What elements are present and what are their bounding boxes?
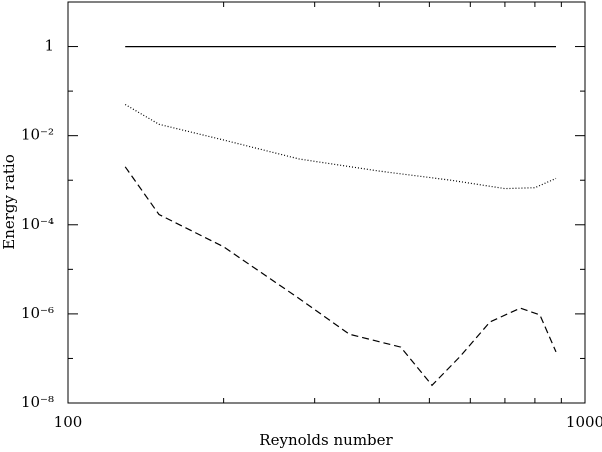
series-line xyxy=(124,103,557,190)
x-axis-label: Reynolds number xyxy=(259,431,393,449)
y-tick-label: 10⁻² xyxy=(21,126,54,144)
y-tick-label: 10⁻⁶ xyxy=(21,304,54,322)
plot-frame xyxy=(67,1,586,404)
y-axis-label: Energy ratio xyxy=(0,154,18,249)
y-tick-label: 10⁻⁴ xyxy=(21,215,54,233)
y-tick-label: 1 xyxy=(44,37,54,55)
x-tick-label: 100 xyxy=(54,413,83,431)
x-tick-label: 1000 xyxy=(566,413,602,431)
series-line xyxy=(124,166,557,387)
y-tick-label: 10⁻⁸ xyxy=(21,393,54,411)
